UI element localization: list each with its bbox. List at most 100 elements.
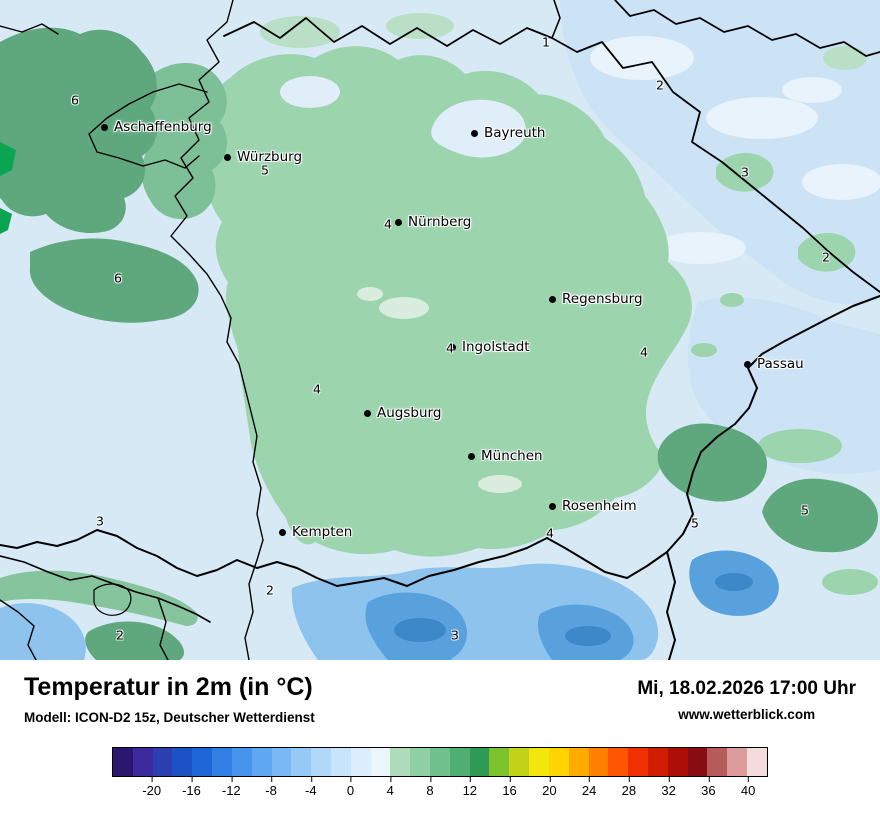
city-label: Augsburg (377, 405, 442, 421)
city-label: Würzburg (237, 149, 303, 165)
color-scale-bar (112, 746, 768, 777)
scale-segment (608, 747, 629, 776)
city-marker-augsburg: Augsburg (364, 405, 441, 421)
scale-segment (172, 747, 193, 776)
city-label: Kempten (292, 524, 353, 540)
scale-segment (231, 747, 252, 776)
scale-segment (687, 747, 708, 776)
city-dot (449, 343, 456, 351)
scale-tick-label: 36 (701, 776, 716, 798)
scale-segment (647, 747, 668, 776)
city-marker-wrzburg: Würzburg (224, 149, 302, 165)
scale-segment (509, 747, 530, 776)
temperature-value: 6 (71, 92, 79, 108)
city-label: Ingolstadt (462, 339, 530, 355)
scale-tick-label: 0 (346, 776, 355, 798)
scale-segment (271, 747, 292, 776)
scale-segment (548, 747, 569, 776)
scale-segment (410, 747, 430, 776)
temperature-map: Aschaffenburg Würzburg Bayreuth Nürnberg Reg… (0, 0, 880, 660)
forecast-datetime: Mi, 18.02.2026 17:00 Uhr (637, 678, 856, 699)
scale-segment (251, 747, 272, 776)
color-scale: -20 -16 -12 -8 -4 0 4 8 12 16 20 24 28 32 36 40 (112, 746, 768, 800)
scale-tick-label: 4 (386, 776, 394, 798)
city-label: München (481, 448, 543, 464)
temperature-value: 4 (640, 344, 648, 360)
footer-left-block: Temperatur in 2m (in °C) Modell: ICON-D2… (24, 673, 315, 724)
temperature-field-layer (0, 0, 880, 660)
city-dot (364, 409, 371, 417)
temperature-value: 3 (451, 627, 459, 643)
scale-segment (192, 747, 213, 776)
footer-header-row: Temperatur in 2m (in °C) Modell: ICON-D2… (24, 673, 856, 724)
scale-tick-label: 40 (740, 776, 756, 798)
scale-tick-label: -12 (221, 776, 241, 798)
scale-segment (132, 747, 153, 776)
temperature-value: 5 (261, 162, 269, 178)
city-label: Aschaffenburg (114, 119, 212, 135)
scale-segment (449, 747, 470, 776)
temperature-value: 2 (656, 77, 664, 93)
scale-tick-label: 32 (661, 776, 676, 798)
scale-tick-label: -8 (265, 776, 277, 798)
city-dot (101, 123, 108, 131)
scale-segment (628, 747, 648, 776)
scale-tick-label: 28 (621, 776, 637, 798)
scale-segment (152, 747, 173, 776)
temperature-value: 2 (266, 582, 274, 598)
scale-segment (113, 747, 133, 776)
city-dot (395, 218, 402, 226)
city-dot (549, 502, 556, 510)
scale-tick-label: -16 (182, 776, 201, 798)
scale-segment (489, 747, 510, 776)
map-label-overlay: Aschaffenburg Würzburg Bayreuth Nürnberg Reg… (71, 34, 830, 643)
temperature-value: 4 (384, 216, 392, 232)
scale-segment (727, 747, 747, 776)
city-marker-regensburg: Regensburg (549, 291, 643, 307)
temperature-value: 3 (741, 164, 749, 180)
city-marker-passau: Passau (744, 356, 804, 372)
map-footer: Temperatur in 2m (in °C) Modell: ICON-D2… (0, 660, 880, 830)
scale-segment (430, 747, 450, 776)
website-link[interactable]: www.wetterblick.com (678, 707, 816, 722)
border-lines-layer (0, 0, 880, 660)
scale-segment (707, 747, 728, 776)
scale-tick-label: 24 (581, 776, 597, 798)
scale-segment (390, 747, 411, 776)
temperature-value: 4 (313, 381, 321, 397)
scale-tick-label: -20 (142, 776, 162, 798)
city-marker-aschaffenburg: Aschaffenburg (101, 119, 212, 135)
city-dot (224, 153, 231, 161)
city-marker-rosenheim: Rosenheim (549, 498, 637, 514)
city-label: Rosenheim (562, 498, 637, 514)
city-label: Regensburg (562, 291, 643, 307)
temperature-value: 3 (96, 513, 104, 529)
scale-segment (370, 747, 391, 776)
city-label: Nürnberg (408, 214, 472, 230)
scale-segment (291, 747, 312, 776)
temperature-value: 6 (114, 270, 122, 286)
city-dot (744, 360, 751, 368)
scale-tick-label: 20 (542, 776, 557, 798)
city-dot (549, 295, 556, 303)
city-marker-mnchen: München (468, 448, 543, 464)
scale-segment (529, 747, 549, 776)
city-marker-ingolstadt: Ingolstadt (449, 339, 530, 355)
scale-segment (568, 747, 589, 776)
temperature-value: 1 (542, 34, 550, 50)
color-scale-labels: -20 -16 -12 -8 -4 0 4 8 12 16 20 24 28 32 36 40 (112, 776, 768, 800)
scale-tick-label: 12 (462, 776, 478, 798)
scale-tick-label: -4 (305, 776, 317, 798)
temperature-value: 5 (801, 502, 809, 518)
map-image (0, 0, 880, 660)
city-dot (279, 528, 286, 536)
scale-tick-label: 16 (502, 776, 517, 798)
scale-segment (667, 747, 688, 776)
scale-segment (350, 747, 371, 776)
temperature-value: 2 (822, 249, 830, 265)
temperature-value: 2 (116, 627, 124, 643)
city-label: Bayreuth (484, 125, 546, 141)
city-marker-kempten: Kempten (279, 524, 352, 540)
temperature-value: 4 (546, 525, 554, 541)
